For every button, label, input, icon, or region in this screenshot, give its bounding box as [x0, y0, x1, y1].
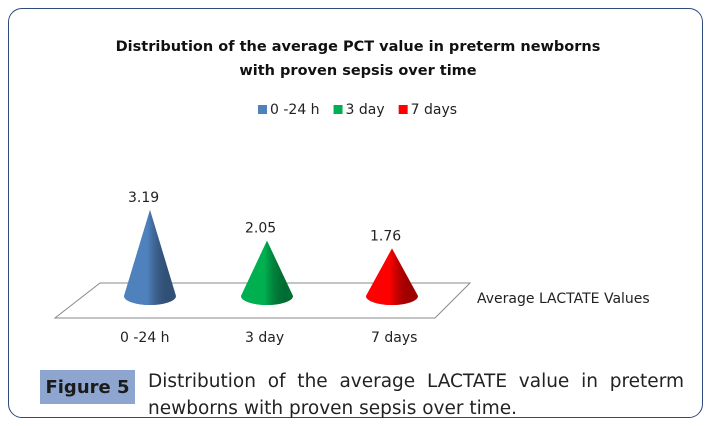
cone — [366, 248, 418, 305]
chart-title: with proven sepsis over time — [239, 63, 476, 79]
legend-label: 7 days — [411, 102, 457, 118]
figure-frame — [8, 8, 703, 418]
legend-label: 3 day — [346, 102, 385, 118]
value-label: 2.05 — [245, 221, 276, 237]
figure-label: Figure 5 — [40, 370, 135, 404]
legend-swatch — [333, 105, 343, 114]
legend-label: 0 -24 h — [270, 102, 320, 118]
x-tick-label: 7 days — [371, 330, 417, 346]
x-tick-label: 0 -24 h — [120, 330, 170, 346]
chart-title: Distribution of the average PCT value in… — [116, 39, 601, 55]
x-tick-label: 3 day — [245, 330, 284, 346]
caption: Distribution of the average LACTATE valu… — [148, 371, 684, 419]
depth-label: Average LACTATE Values — [477, 291, 650, 307]
cone — [124, 210, 176, 305]
legend-swatch — [398, 105, 408, 114]
value-label: 3.19 — [128, 190, 159, 206]
value-label: 1.76 — [370, 229, 401, 245]
cone — [241, 240, 293, 305]
legend-swatch — [258, 105, 267, 114]
